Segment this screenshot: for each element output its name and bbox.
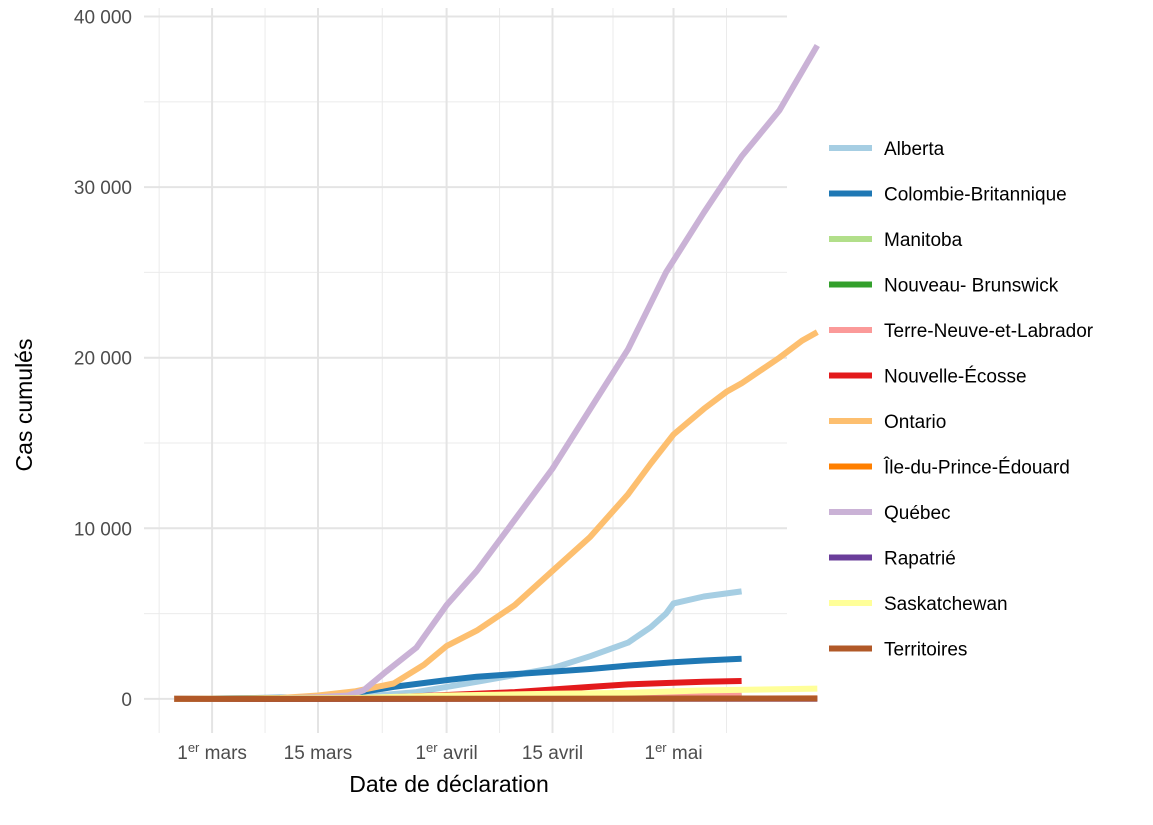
x-tick-label: 1er mai <box>645 740 703 765</box>
legend-swatch-10 <box>829 554 872 561</box>
legend-label-4: Nouveau- Brunswick <box>884 276 1059 297</box>
y-tick-label: 0 <box>121 690 132 711</box>
legend-label-3: Manitoba <box>884 230 963 251</box>
x-tick-month: mars <box>199 743 247 764</box>
legend-swatch-9 <box>829 509 872 515</box>
x-axis-ticks: 1er mars 15 mars 1er avril 15 avril 1er mai <box>177 740 702 765</box>
legend-swatch-2 <box>829 190 872 197</box>
legend-swatch-1 <box>829 145 872 151</box>
series-layer <box>174 43 820 702</box>
x-tick-month: 15 avril <box>522 743 583 764</box>
y-tick-label: 20 000 <box>74 349 132 370</box>
x-tick-ordinal: 1 <box>177 743 188 764</box>
legend: Alberta Colombie-Britannique Manitoba Nouve… <box>829 139 1094 661</box>
x-tick-label: 15 avril <box>522 743 583 764</box>
legend-label-11: Saskatchewan <box>884 594 1008 615</box>
x-tick-superscript: er <box>426 740 438 755</box>
legend-label-6: Nouvelle-Écosse <box>884 367 1027 388</box>
legend-label-9: Québec <box>884 503 951 524</box>
x-tick-ordinal: 1 <box>645 743 656 764</box>
x-axis-title: Date de déclaration <box>349 771 548 797</box>
x-tick-label: 1er mars <box>177 740 247 765</box>
legend-label-1: Alberta <box>884 139 945 160</box>
y-axis-ticks: 0 10 000 20 000 30 000 40 000 <box>74 8 132 711</box>
y-tick-label: 10 000 <box>74 519 132 540</box>
x-tick-month: mai <box>667 743 703 764</box>
legend-swatch-5 <box>829 327 872 333</box>
y-axis-title: Cas cumulés <box>11 339 37 472</box>
legend-swatch-12 <box>829 645 872 652</box>
legend-swatch-11 <box>829 600 872 606</box>
y-tick-label: 40 000 <box>74 8 132 29</box>
series-line-7 <box>174 329 819 702</box>
legend-label-2: Colombie-Britannique <box>884 185 1067 206</box>
legend-label-5: Terre-Neuve-et-Labrador <box>884 321 1094 342</box>
legend-swatch-7 <box>829 418 872 424</box>
legend-swatch-3 <box>829 236 872 242</box>
legend-label-12: Territoires <box>884 640 967 661</box>
legend-label-10: Rapatrié <box>884 549 956 570</box>
legend-swatch-8 <box>829 463 872 470</box>
series-line-9 <box>174 43 820 702</box>
x-tick-label: 15 mars <box>284 743 353 764</box>
y-tick-label: 30 000 <box>74 178 132 199</box>
x-tick-superscript: er <box>188 740 200 755</box>
legend-label-8: Île-du-Prince-Édouard <box>883 457 1070 479</box>
legend-label-7: Ontario <box>884 412 946 433</box>
x-tick-month: 15 mars <box>284 743 353 764</box>
grid-layer <box>144 8 787 733</box>
x-tick-label: 1er avril <box>415 740 477 765</box>
legend-swatch-4 <box>829 281 872 288</box>
legend-swatch-6 <box>829 372 872 379</box>
x-tick-ordinal: 1 <box>415 743 426 764</box>
x-tick-month: avril <box>438 743 478 764</box>
series-line-1 <box>174 588 743 702</box>
x-tick-superscript: er <box>655 740 667 755</box>
